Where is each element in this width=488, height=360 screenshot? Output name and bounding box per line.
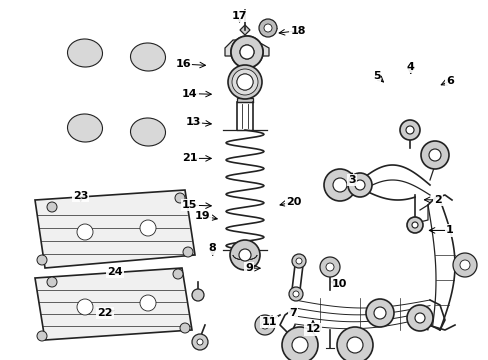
Text: 11: 11 xyxy=(261,317,276,327)
Circle shape xyxy=(428,149,440,161)
Circle shape xyxy=(411,222,417,228)
Polygon shape xyxy=(237,98,252,102)
Circle shape xyxy=(291,337,307,353)
Circle shape xyxy=(239,249,250,261)
Text: 1: 1 xyxy=(445,225,453,235)
Circle shape xyxy=(259,19,276,37)
Circle shape xyxy=(405,126,413,134)
Circle shape xyxy=(47,277,57,287)
Polygon shape xyxy=(35,190,195,268)
Circle shape xyxy=(173,269,183,279)
Text: 3: 3 xyxy=(347,175,355,185)
Text: 15: 15 xyxy=(182,200,197,210)
Circle shape xyxy=(373,307,385,319)
Circle shape xyxy=(192,334,207,350)
Circle shape xyxy=(295,258,302,264)
Circle shape xyxy=(420,141,448,169)
Ellipse shape xyxy=(130,43,165,71)
Text: 14: 14 xyxy=(182,89,197,99)
Circle shape xyxy=(227,65,262,99)
Circle shape xyxy=(183,247,193,257)
Circle shape xyxy=(140,220,156,236)
Text: 22: 22 xyxy=(97,308,113,318)
Circle shape xyxy=(240,45,253,59)
Ellipse shape xyxy=(67,39,102,67)
Circle shape xyxy=(264,24,271,32)
Text: 5: 5 xyxy=(372,71,380,81)
Text: 10: 10 xyxy=(331,279,347,289)
Text: 16: 16 xyxy=(175,59,191,69)
Text: 2: 2 xyxy=(433,195,441,205)
Circle shape xyxy=(325,263,333,271)
Text: 12: 12 xyxy=(305,324,320,334)
Circle shape xyxy=(406,305,432,331)
Text: 24: 24 xyxy=(107,267,122,277)
Text: 17: 17 xyxy=(231,11,247,21)
Circle shape xyxy=(292,291,298,297)
Polygon shape xyxy=(240,25,249,35)
Circle shape xyxy=(324,169,355,201)
Text: 19: 19 xyxy=(195,211,210,221)
Circle shape xyxy=(175,193,184,203)
Text: 20: 20 xyxy=(285,197,301,207)
Circle shape xyxy=(197,339,203,345)
Circle shape xyxy=(354,180,364,190)
Circle shape xyxy=(77,224,93,240)
Text: 23: 23 xyxy=(73,191,88,201)
Circle shape xyxy=(47,202,57,212)
Circle shape xyxy=(282,327,317,360)
Text: 6: 6 xyxy=(445,76,453,86)
Circle shape xyxy=(332,178,346,192)
Ellipse shape xyxy=(130,118,165,146)
Circle shape xyxy=(237,74,252,90)
Circle shape xyxy=(192,289,203,301)
Polygon shape xyxy=(224,40,268,56)
Circle shape xyxy=(406,217,422,233)
Circle shape xyxy=(231,69,258,95)
Circle shape xyxy=(254,315,274,335)
Polygon shape xyxy=(35,268,192,340)
Text: 4: 4 xyxy=(406,62,414,72)
Circle shape xyxy=(365,299,393,327)
Text: 8: 8 xyxy=(208,243,216,253)
Circle shape xyxy=(452,253,476,277)
Circle shape xyxy=(288,287,303,301)
Circle shape xyxy=(346,337,362,353)
Circle shape xyxy=(261,321,268,329)
Circle shape xyxy=(319,257,339,277)
Circle shape xyxy=(336,327,372,360)
Circle shape xyxy=(347,173,371,197)
Ellipse shape xyxy=(67,114,102,142)
Circle shape xyxy=(37,255,47,265)
Text: 18: 18 xyxy=(290,26,305,36)
Text: 7: 7 xyxy=(289,308,297,318)
Circle shape xyxy=(37,331,47,341)
Circle shape xyxy=(229,240,260,270)
Circle shape xyxy=(140,295,156,311)
Circle shape xyxy=(399,120,419,140)
Circle shape xyxy=(230,36,263,68)
Circle shape xyxy=(77,299,93,315)
Circle shape xyxy=(291,254,305,268)
Circle shape xyxy=(459,260,469,270)
Text: 9: 9 xyxy=(245,263,253,273)
Circle shape xyxy=(230,36,263,68)
Circle shape xyxy=(180,323,190,333)
Circle shape xyxy=(237,74,252,90)
Text: 21: 21 xyxy=(182,153,197,163)
Text: 13: 13 xyxy=(185,117,201,127)
Circle shape xyxy=(414,313,424,323)
Circle shape xyxy=(240,45,253,59)
